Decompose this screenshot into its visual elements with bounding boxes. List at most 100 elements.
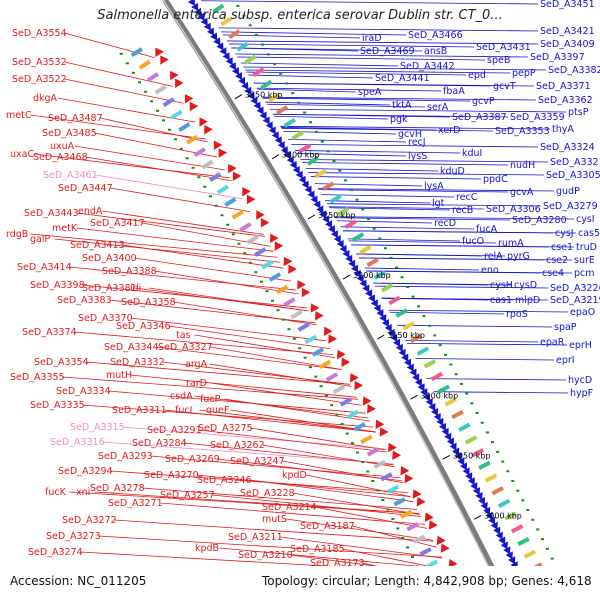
gene-label-left: SeD_A3487 bbox=[48, 113, 103, 124]
forward-gene-arrow bbox=[367, 294, 375, 303]
guide-dot bbox=[531, 518, 535, 521]
guide-dot bbox=[355, 198, 359, 201]
backbone-highlight bbox=[162, 0, 506, 600]
guide-dot bbox=[208, 195, 212, 198]
cog-block bbox=[353, 422, 366, 432]
cog-block bbox=[329, 194, 342, 204]
forward-gene-arrow bbox=[301, 180, 309, 189]
label-connector bbox=[389, 311, 505, 315]
forward-gene-arrow bbox=[316, 205, 324, 214]
label-connector bbox=[374, 285, 549, 289]
gene-label-left: SeD_A3400 bbox=[82, 253, 137, 264]
cog-block bbox=[228, 29, 241, 39]
cog-block bbox=[478, 460, 491, 470]
forward-gene-arrow bbox=[330, 230, 338, 239]
label-connector bbox=[366, 270, 573, 274]
label-connector bbox=[94, 491, 420, 514]
gene-label-right: SeD_A3371 bbox=[536, 81, 591, 92]
label-connector bbox=[348, 240, 497, 244]
guide-dot bbox=[411, 295, 415, 298]
gene-label-left: SeD_A3381 bbox=[82, 283, 137, 294]
forward-gene-arrow bbox=[231, 67, 240, 76]
gene-label-left: rdgB bbox=[6, 229, 28, 240]
reverse-gene-arrow bbox=[400, 466, 410, 476]
forward-gene-arrow bbox=[216, 42, 224, 51]
reverse-gene-arrow bbox=[175, 78, 184, 89]
gene-label-left: SeD_A3185 bbox=[290, 544, 345, 555]
forward-gene-arrow bbox=[384, 323, 392, 333]
label-connector bbox=[397, 324, 553, 328]
guide-dot bbox=[521, 499, 525, 502]
forward-gene-arrow bbox=[307, 190, 315, 199]
label-connector bbox=[302, 162, 509, 166]
cog-block bbox=[224, 197, 237, 207]
guide-dot bbox=[291, 92, 295, 95]
reverse-gene-arrow bbox=[424, 512, 434, 522]
gene-label-right: hypF bbox=[570, 388, 593, 399]
guide-dot bbox=[273, 63, 277, 66]
cog-block bbox=[381, 282, 394, 293]
label-connector bbox=[245, 69, 511, 74]
guide-dot bbox=[259, 280, 263, 283]
gene-label-right: cse1 bbox=[551, 242, 573, 253]
gene-label-right: SeD_A3466 bbox=[408, 30, 463, 41]
label-connector bbox=[407, 343, 568, 346]
cog-block bbox=[170, 109, 183, 120]
guide-dot bbox=[226, 223, 230, 226]
gene-label-right: SeD_A3409 bbox=[540, 39, 595, 50]
gene-label-right: nudH bbox=[510, 160, 535, 171]
cog-block bbox=[185, 134, 199, 145]
label-connector bbox=[294, 150, 461, 154]
gene-label-left: SeD_A3187 bbox=[300, 521, 355, 532]
gene-label-left: kpdB bbox=[195, 543, 219, 554]
guide-dot bbox=[381, 498, 385, 501]
gene-label-left: SeD_A3211 bbox=[228, 532, 283, 543]
gene-label-right: recJ bbox=[408, 137, 426, 148]
gene-label-right: recC bbox=[456, 192, 478, 203]
forward-gene-arrow bbox=[490, 521, 498, 530]
label-connector bbox=[426, 378, 567, 381]
gene-label-left: SeD_A3315 bbox=[70, 422, 125, 433]
guide-dot bbox=[203, 185, 207, 188]
gene-label-right: SeD_A3305 bbox=[546, 170, 600, 181]
forward-strand-features bbox=[187, 0, 528, 590]
label-connector bbox=[209, 363, 352, 387]
gene-label-left: SeD_A3291 bbox=[147, 425, 202, 436]
gene-label-left: SeD_A3417 bbox=[90, 218, 145, 229]
gene-label-right: gcvA bbox=[510, 187, 534, 198]
gene-label-left: kpdD bbox=[282, 470, 307, 481]
forward-gene-arrow bbox=[206, 27, 215, 36]
guide-dot bbox=[340, 423, 344, 426]
label-connector bbox=[64, 78, 184, 104]
forward-gene-arrow bbox=[470, 482, 478, 491]
guide-dot bbox=[214, 204, 218, 207]
forward-gene-arrow bbox=[274, 136, 282, 145]
gene-label-left: fucI bbox=[175, 405, 192, 416]
gene-label-right: rpoS bbox=[506, 309, 528, 320]
forward-gene-arrow bbox=[480, 501, 488, 510]
cog-block bbox=[332, 384, 346, 395]
cog-block bbox=[299, 143, 312, 153]
forward-gene-arrow bbox=[508, 556, 516, 565]
forward-gene-arrow bbox=[238, 76, 246, 85]
label-connector bbox=[221, 31, 407, 36]
gene-label-right: cysH bbox=[490, 280, 513, 291]
reverse-gene-arrow bbox=[404, 473, 414, 484]
label-connector bbox=[69, 266, 297, 291]
forward-gene-arrow bbox=[370, 299, 378, 308]
guide-dot bbox=[191, 166, 195, 169]
tick-line bbox=[473, 515, 482, 520]
guide-dot bbox=[485, 431, 489, 434]
forward-gene-arrow bbox=[398, 348, 406, 357]
guide-dot bbox=[324, 394, 328, 397]
gene-label-right: recB bbox=[452, 205, 473, 216]
guide-dot bbox=[389, 256, 393, 259]
guide-dot bbox=[361, 461, 365, 464]
label-connector bbox=[265, 101, 391, 106]
label-connector bbox=[326, 203, 542, 207]
reverse-gene-arrow bbox=[297, 280, 306, 290]
label-connector bbox=[256, 87, 442, 92]
label-connector bbox=[102, 441, 394, 465]
guide-dot bbox=[231, 233, 235, 236]
reverse-gene-arrow bbox=[328, 334, 337, 344]
